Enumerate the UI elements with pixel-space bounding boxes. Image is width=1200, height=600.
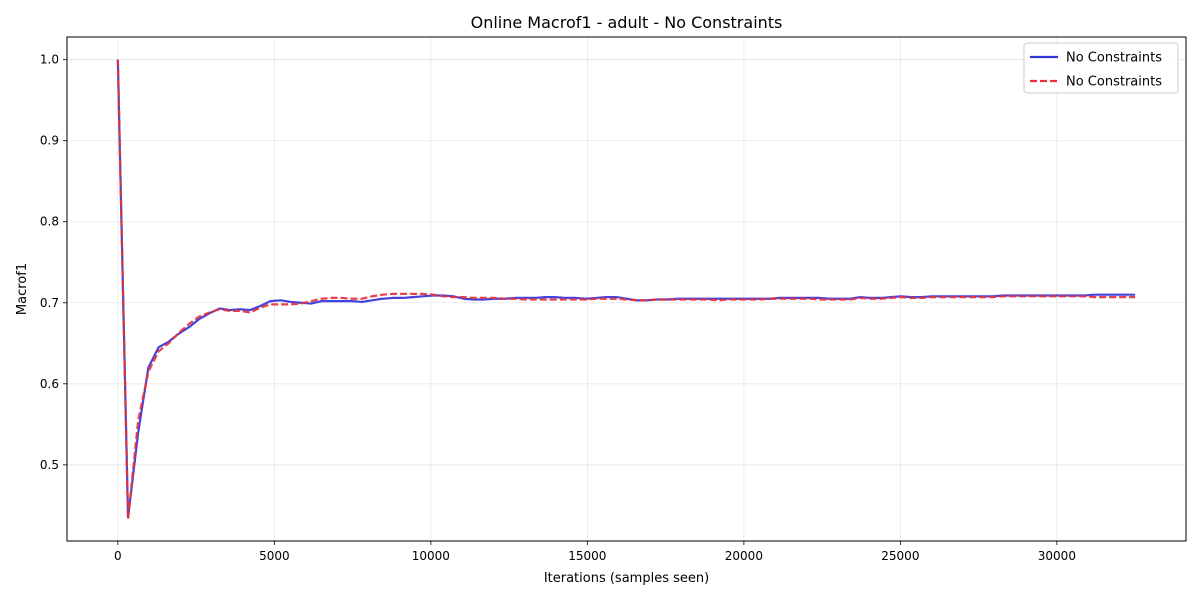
legend-label: No Constraints	[1066, 51, 1162, 66]
y-tick-label: 0.8	[40, 215, 59, 229]
grid	[67, 37, 1186, 541]
x-tick-label: 5000	[259, 549, 290, 563]
y-tick-label: 0.5	[40, 458, 59, 472]
y-tick-label: 0.7	[40, 296, 59, 310]
x-tick-label: 30000	[1038, 549, 1076, 563]
y-tick-label: 0.9	[40, 134, 59, 148]
legend-label: No Constraints	[1066, 75, 1162, 90]
x-tick-label: 15000	[568, 549, 606, 563]
series-group	[116, 59, 1136, 521]
chart-title: Online Macrof1 - adult - No Constraints	[471, 13, 783, 32]
x-axis-label: Iterations (samples seen)	[544, 571, 709, 586]
legend: No Constraints No Constraints	[1023, 42, 1179, 94]
legend-box	[1023, 42, 1179, 94]
y-tick-label: 1.0	[40, 53, 59, 67]
plot-frame	[66, 36, 1187, 542]
x-tick-label: 0	[114, 549, 122, 563]
y-tick-label: 0.6	[40, 377, 59, 391]
x-tick-label: 10000	[412, 549, 450, 563]
y-axis-label: Macrof1	[15, 263, 30, 315]
ticks: 0 5000 10000 15000 20000 25000 30000 0.5 0.6 0.7 0…	[40, 53, 1076, 563]
x-tick-label: 20000	[725, 549, 763, 563]
x-tick-label: 25000	[881, 549, 919, 563]
series-line-2	[116, 59, 1136, 521]
